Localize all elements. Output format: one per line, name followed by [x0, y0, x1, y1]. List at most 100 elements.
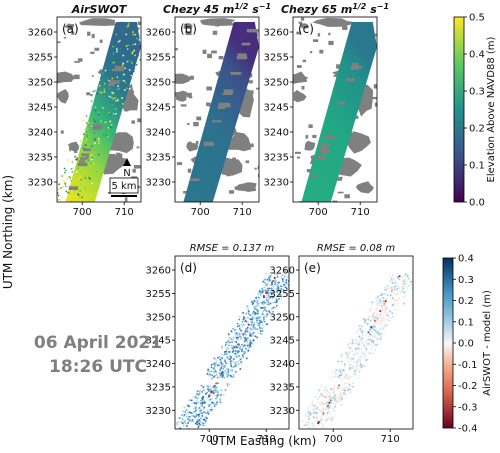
difference-pixel	[308, 418, 310, 420]
land-speck	[310, 51, 313, 54]
difference-pixel	[202, 418, 205, 421]
difference-pixel	[274, 306, 277, 309]
difference-pixel	[358, 349, 361, 352]
airswot-pixel	[64, 171, 66, 174]
difference-pixel	[353, 348, 355, 351]
difference-pixel	[259, 319, 262, 322]
difference-pixel	[209, 388, 212, 390]
airswot-pixel	[128, 69, 131, 71]
difference-pixel	[287, 284, 289, 286]
difference-pixel	[217, 390, 219, 393]
difference-pixel	[218, 376, 221, 379]
land-speck	[186, 92, 192, 98]
difference-pixel	[251, 320, 254, 322]
difference-pixel	[246, 316, 249, 319]
y-tick-label: 3235	[146, 153, 171, 164]
difference-pixel	[385, 319, 388, 321]
difference-pixel	[311, 400, 314, 403]
difference-pixel	[228, 351, 231, 353]
difference-pixel	[235, 353, 238, 355]
difference-pixel	[179, 427, 182, 429]
airswot-pixel	[89, 129, 92, 131]
difference-pixel	[237, 336, 239, 339]
airswot-pixel	[121, 79, 123, 82]
difference-pixel	[348, 341, 351, 344]
difference-pixel	[408, 278, 410, 280]
airswot-pixel	[132, 51, 134, 53]
difference-pixel	[188, 419, 191, 421]
land-speck	[137, 27, 140, 30]
difference-pixel	[243, 351, 245, 353]
difference-pixel	[381, 305, 383, 307]
difference-pixel	[245, 334, 248, 336]
difference-pixel	[396, 286, 399, 288]
airswot-pixel	[113, 61, 115, 64]
difference-pixel	[245, 339, 247, 342]
difference-pixel	[284, 270, 287, 272]
difference-pixel	[273, 276, 276, 279]
airswot-pixel	[131, 62, 133, 64]
airswot-pixel	[105, 121, 107, 124]
airswot-pixel	[133, 49, 136, 52]
difference-pixel	[340, 355, 343, 358]
difference-pixel	[266, 283, 269, 286]
difference-pixel	[241, 350, 243, 352]
difference-pixel	[258, 301, 261, 304]
land-speck	[185, 31, 192, 36]
airswot-pixel	[59, 187, 61, 190]
difference-pixel	[208, 395, 210, 398]
difference-pixel	[225, 367, 228, 370]
difference-pixel	[380, 332, 382, 335]
airswot-pixel	[83, 141, 85, 143]
difference-pixel	[371, 322, 374, 324]
land-speck	[301, 17, 305, 21]
difference-pixel	[264, 306, 266, 309]
difference-pixel	[340, 360, 343, 363]
axes-frame	[56, 16, 142, 203]
difference-pixel	[354, 347, 356, 350]
difference-pixel	[385, 328, 388, 331]
difference-pixel	[374, 326, 376, 329]
x-tick-label: 700	[191, 207, 210, 218]
difference-pixel	[343, 389, 346, 391]
difference-pixel	[358, 335, 360, 338]
difference-pixel	[194, 406, 197, 409]
difference-pixel	[406, 275, 409, 278]
difference-pixel	[267, 300, 270, 303]
difference-pixel	[339, 360, 342, 363]
difference-pixel	[382, 315, 385, 318]
difference-pixel	[353, 339, 355, 342]
difference-pixel	[194, 416, 196, 418]
difference-pixel	[349, 376, 352, 378]
difference-pixel	[273, 272, 276, 275]
difference-pixel	[176, 421, 179, 424]
difference-pixel	[181, 418, 184, 421]
airswot-pixel	[132, 59, 134, 62]
difference-pixel	[272, 306, 275, 309]
difference-pixel	[253, 321, 256, 324]
difference-pixel	[267, 303, 270, 306]
x-tick-label: 700	[73, 207, 92, 218]
difference-pixel	[261, 313, 264, 315]
difference-pixel	[366, 347, 369, 349]
land-speck	[236, 55, 248, 60]
y-axis-label: UTM Northing (km)	[1, 175, 15, 289]
difference-pixel	[257, 317, 260, 319]
difference-pixel	[381, 308, 384, 311]
difference-pixel	[346, 377, 348, 379]
difference-pixel	[343, 363, 346, 366]
difference-pixel	[328, 392, 331, 394]
difference-pixel	[236, 343, 239, 346]
difference-pixel	[207, 370, 209, 373]
difference-pixel	[198, 422, 201, 425]
airswot-pixel	[116, 98, 119, 101]
airswot-pixel	[114, 65, 117, 67]
difference-pixel	[224, 360, 226, 362]
difference-pixel	[366, 342, 368, 345]
difference-pixel	[261, 327, 263, 330]
difference-pixel	[322, 395, 325, 398]
airswot-pixel	[138, 39, 141, 41]
difference-pixel	[250, 333, 253, 336]
y-tick-label: 3245	[28, 103, 53, 114]
difference-pixel	[337, 376, 340, 379]
